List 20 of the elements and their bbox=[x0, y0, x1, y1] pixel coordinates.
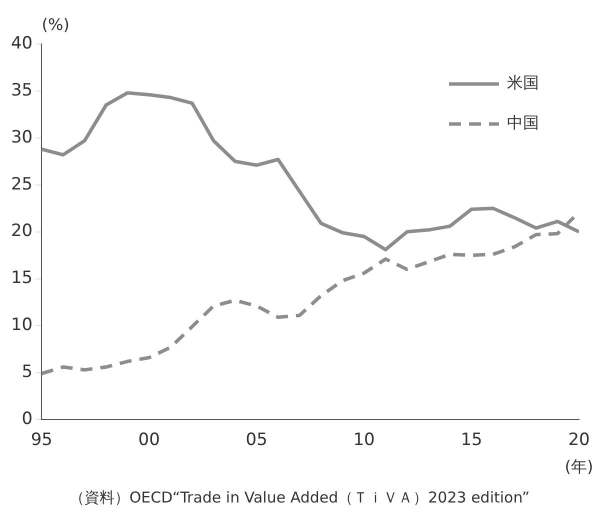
y-tick-label: 10 bbox=[10, 315, 33, 336]
x-tick-label: 20 bbox=[568, 430, 590, 450]
legend-label: 中国 bbox=[507, 113, 539, 132]
y-tick-label: 40 bbox=[10, 33, 33, 54]
y-tick-label: 30 bbox=[10, 127, 33, 148]
y-tick-label: 35 bbox=[10, 80, 33, 100]
x-tick-label: 95 bbox=[30, 430, 52, 450]
legend-label: 米国 bbox=[507, 73, 539, 92]
x-axis-title: (年) bbox=[564, 456, 594, 476]
y-tick-label: 25 bbox=[10, 174, 33, 194]
x-tick-label: 10 bbox=[353, 430, 375, 450]
y-tick-label: 0 bbox=[22, 409, 33, 430]
y-axis-title: (%) bbox=[42, 15, 70, 34]
x-tick-label: 00 bbox=[138, 430, 160, 450]
y-tick-label: 15 bbox=[10, 268, 33, 288]
y-tick-label: 20 bbox=[10, 221, 33, 242]
x-tick-label: 15 bbox=[460, 430, 482, 450]
text: （資料）OECD“Trade in Value Added（ＴｉＶＡ）2023 edition” bbox=[69, 488, 530, 506]
y-tick-label: 5 bbox=[22, 362, 33, 382]
x-tick-label: 05 bbox=[246, 430, 268, 450]
